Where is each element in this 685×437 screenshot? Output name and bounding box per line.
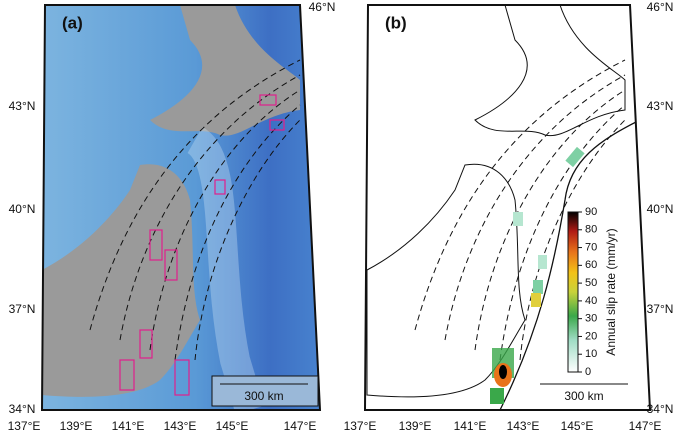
lat-label: 37°N xyxy=(647,302,674,316)
colorbar xyxy=(567,211,579,373)
scale-label: 300 km xyxy=(564,389,603,403)
frame-a xyxy=(40,4,322,411)
lon-label: 141°E xyxy=(112,419,145,433)
lon-label: 141°E xyxy=(454,419,487,433)
lon-label: 143°E xyxy=(164,419,197,433)
lat-label: 34°N xyxy=(647,402,674,416)
lat-label: 43°N xyxy=(9,99,36,113)
panel-label: (a) xyxy=(62,13,83,32)
colorbar-tick-label: 0 xyxy=(585,366,591,378)
panel-b-map xyxy=(365,5,650,410)
colorbar-tick-label: 90 xyxy=(585,206,597,218)
frame-b xyxy=(363,4,652,411)
lon-label: 145°E xyxy=(561,419,594,433)
lat-label: 34°N xyxy=(9,402,36,416)
lat-label: 40°N xyxy=(647,202,674,216)
colorbar-tick-label: 40 xyxy=(585,295,597,307)
scale-label: 300 km xyxy=(244,389,283,403)
colorbar-tick-label: 60 xyxy=(585,259,597,271)
lat-label: 40°N xyxy=(9,202,36,216)
lon-label: 137°E xyxy=(8,419,41,433)
colorbar-tick-label: 20 xyxy=(585,330,597,342)
colorbar-tick-label: 70 xyxy=(585,241,597,253)
lat-label: 43°N xyxy=(647,99,674,113)
lon-label: 139°E xyxy=(60,419,93,433)
lat-label: 37°N xyxy=(9,302,36,316)
lon-label: 137°E xyxy=(344,419,377,433)
lon-label: 147°E xyxy=(284,419,317,433)
lon-label: 143°E xyxy=(507,419,540,433)
colorbar-tick-label: 50 xyxy=(585,277,597,289)
colorbar-tick-label: 80 xyxy=(585,224,597,236)
lat-label: 46°N xyxy=(647,0,674,14)
colorbar-tick-label: 30 xyxy=(585,313,597,325)
lat-label: 46°N xyxy=(309,0,336,14)
lon-label: 147°E xyxy=(629,419,662,433)
colorbar-tick-label: 10 xyxy=(585,348,597,360)
lon-label: 145°E xyxy=(216,419,249,433)
lon-label: 139°E xyxy=(399,419,432,433)
panel-label: (b) xyxy=(385,13,407,32)
panel-a-map xyxy=(42,5,320,410)
scale-box-a xyxy=(211,375,319,407)
colorbar-title: Annual slip rate (mm/yr) xyxy=(604,228,618,355)
